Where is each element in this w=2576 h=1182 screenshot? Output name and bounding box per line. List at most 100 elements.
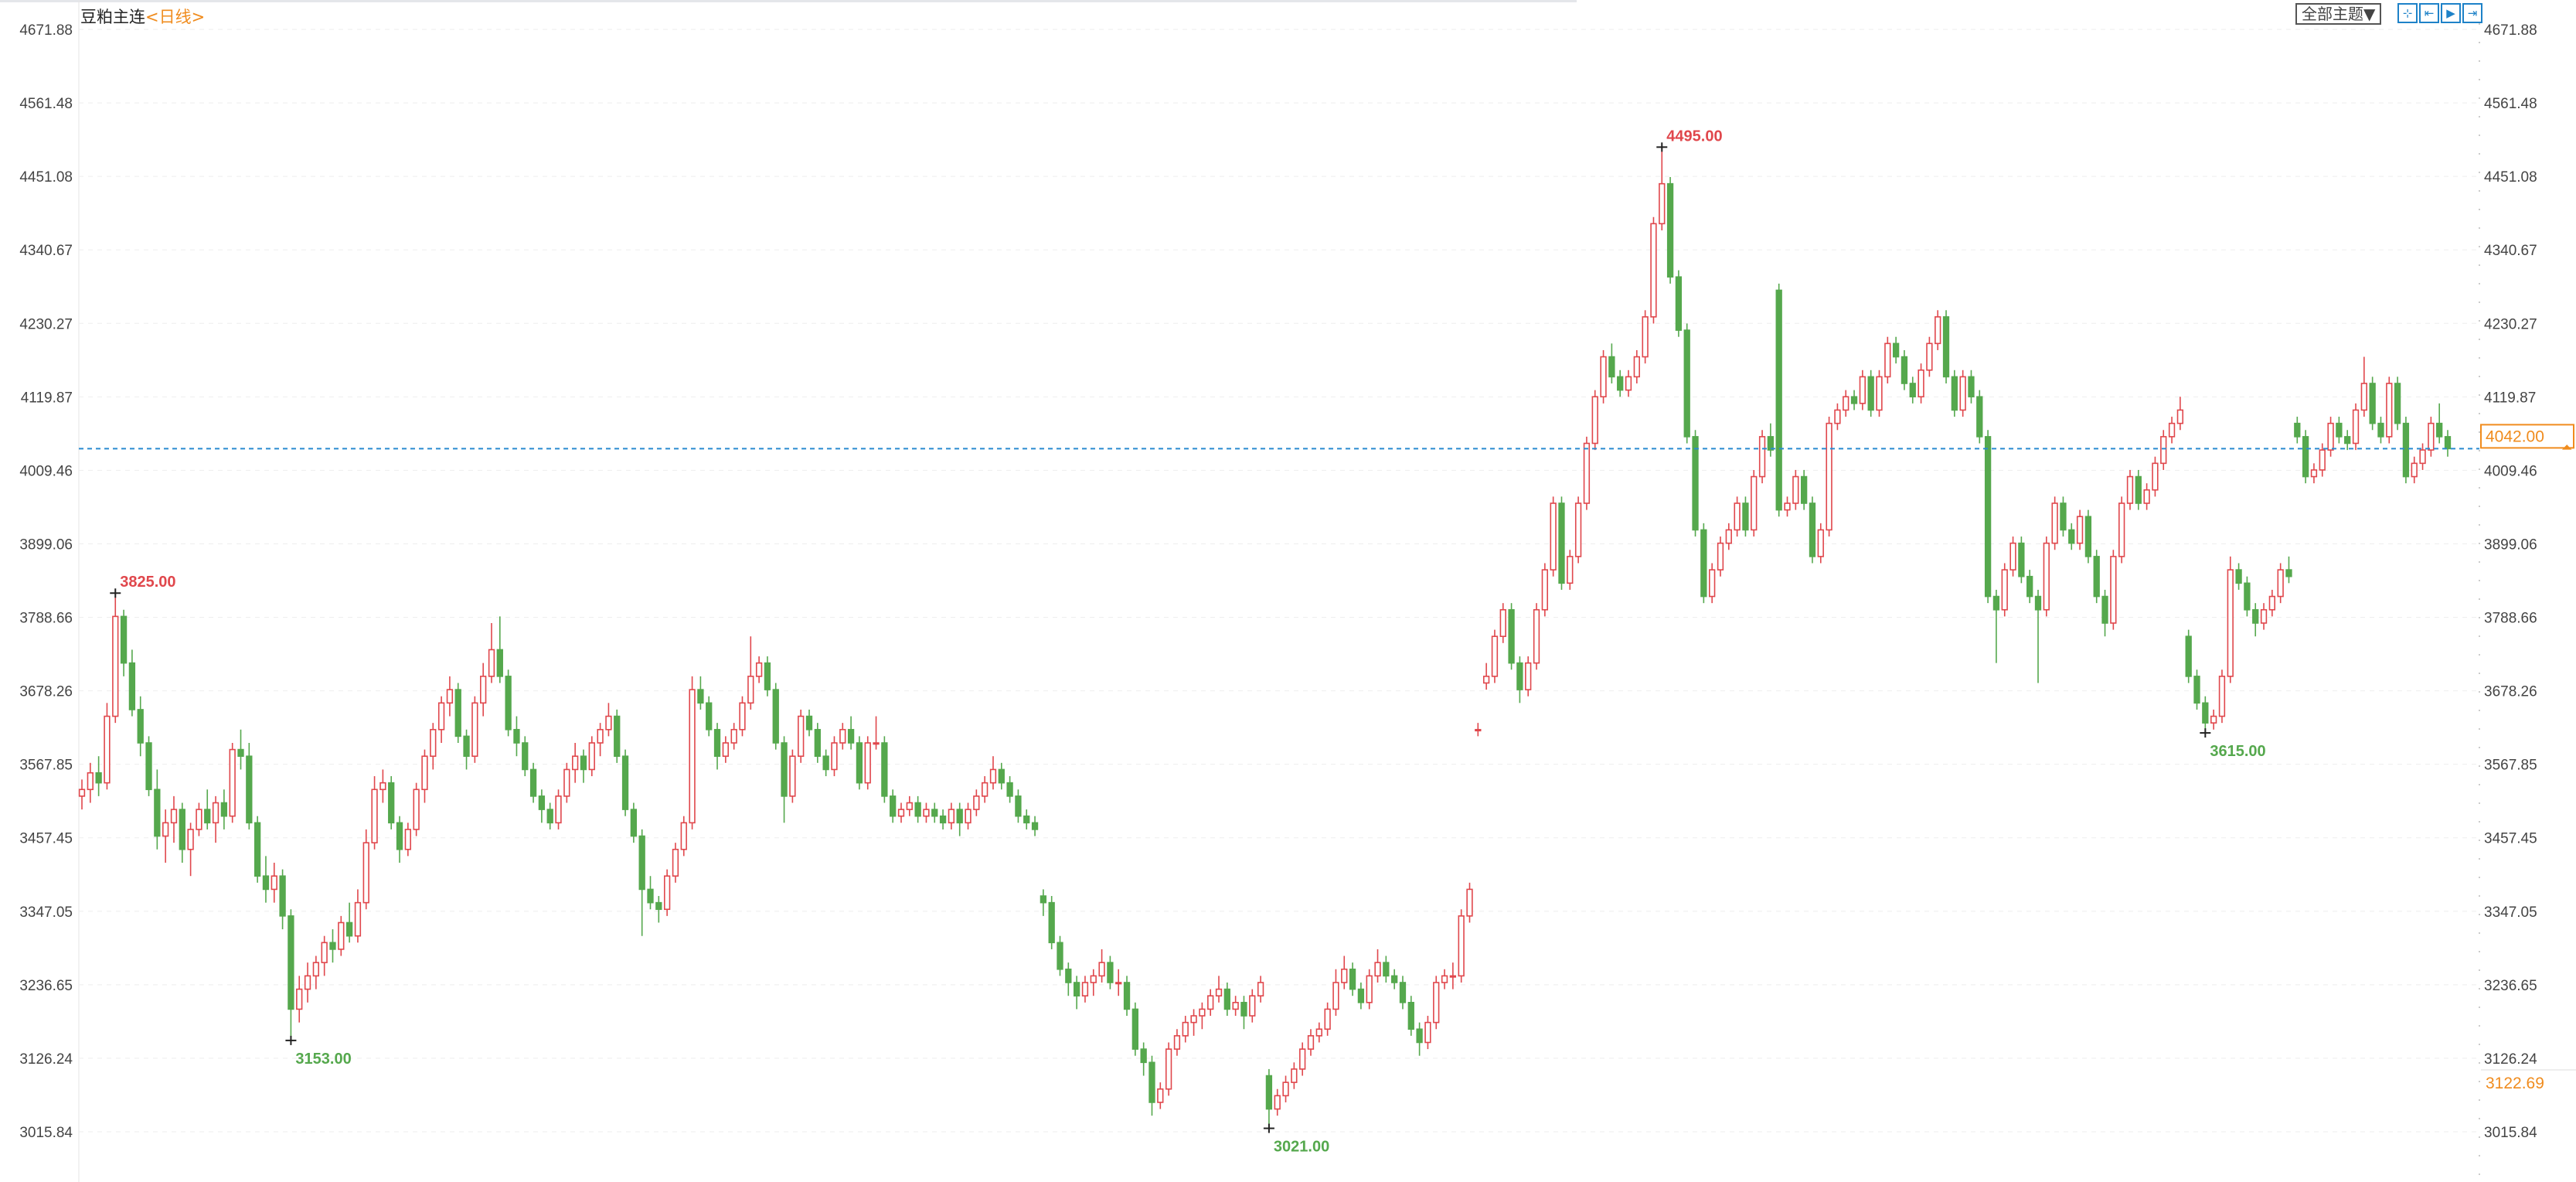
candle-down: [1223, 988, 1230, 1010]
candle-up: [2428, 422, 2435, 451]
candle-down: [1015, 795, 1022, 817]
candle-up: [488, 649, 495, 677]
chart-title: 豆粕主连<日线>: [80, 5, 205, 28]
candle-up: [1843, 396, 1849, 411]
candle-up: [1199, 1008, 1206, 1017]
candle-up: [304, 975, 311, 990]
candle-up: [404, 829, 411, 850]
candle-up: [2386, 383, 2393, 438]
candle-down: [1131, 1008, 1139, 1050]
theme-dropdown-button[interactable]: 全部主题▼: [2295, 3, 2382, 25]
candle-down: [1040, 895, 1047, 904]
candle-down: [1617, 376, 1624, 391]
candle-up: [1784, 502, 1791, 511]
candle-down: [1023, 815, 1030, 824]
candle-down: [204, 809, 211, 824]
low-label: 3153.00: [295, 1051, 351, 1068]
candle-down: [2344, 436, 2351, 445]
candle-up: [1959, 376, 1966, 411]
candle-up: [1466, 888, 1473, 917]
candle-up: [1215, 988, 1223, 996]
y-tick-label-right: 4671.88: [2484, 22, 2537, 39]
candle-up: [2360, 383, 2367, 411]
candle-down: [513, 728, 520, 744]
candle-down: [1140, 1048, 1147, 1064]
candle-down: [956, 809, 963, 824]
candle-down: [1073, 982, 1080, 996]
jump-start-icon[interactable]: ⇤: [2419, 3, 2439, 23]
candle-down: [1399, 982, 1407, 1003]
high-label: 4495.00: [1666, 128, 1722, 145]
candle-up: [2277, 569, 2284, 598]
y-tick-label-right: 3236.65: [2484, 978, 2537, 994]
candle-up: [1173, 1035, 1181, 1050]
y-tick-label-right: 3788.66: [2484, 611, 2537, 627]
play-icon[interactable]: ▶: [2441, 3, 2461, 23]
candle-up: [2227, 569, 2234, 677]
candle-down: [396, 822, 403, 850]
candle-down: [1850, 396, 1858, 404]
candle-up: [1249, 995, 1256, 1017]
candle-down: [95, 772, 102, 784]
candle-down: [1416, 1028, 1423, 1044]
period-label[interactable]: <日线>: [145, 8, 206, 26]
crosshair-icon[interactable]: ⊹: [2397, 3, 2418, 23]
candle-down: [237, 748, 244, 758]
jump-end-icon[interactable]: ⇥: [2462, 3, 2482, 23]
candle-down: [246, 755, 253, 824]
candle-up: [2110, 556, 2117, 624]
candle-up: [689, 689, 696, 824]
candle-up: [321, 942, 328, 963]
candle-up: [2218, 676, 2226, 717]
candle-up: [1625, 376, 1632, 391]
candle-up: [831, 742, 838, 771]
candle-down: [713, 728, 721, 758]
candle-up: [798, 715, 805, 758]
candle-down: [621, 755, 629, 810]
candle-down: [1901, 356, 1908, 384]
candle-up: [2009, 542, 2016, 571]
y-tick-label-right: 4561.48: [2484, 96, 2537, 112]
candle-up: [271, 875, 277, 891]
low-label: 3615.00: [2210, 743, 2265, 760]
candle-down: [1984, 436, 1992, 598]
candle-up: [196, 809, 202, 830]
candle-down: [890, 795, 897, 817]
candle-up: [480, 676, 487, 704]
y-tick-label-left: 3015.84: [19, 1125, 73, 1141]
candle-up: [2176, 409, 2184, 424]
y-tick-label-left: 3567.85: [19, 758, 73, 774]
candle-down: [939, 815, 947, 824]
candle-down: [137, 709, 144, 744]
current-price-label: 4042.00: [2486, 427, 2544, 445]
candle-up: [1458, 915, 1465, 977]
candle-down: [805, 715, 813, 731]
candle-up: [437, 702, 445, 731]
candle-down: [647, 888, 654, 904]
candle-down: [538, 795, 546, 810]
candle-down: [1692, 436, 1699, 531]
candle-up: [789, 755, 796, 797]
candle-up: [906, 802, 913, 810]
candle-up: [923, 809, 930, 817]
candle-up: [2043, 542, 2050, 611]
candle-down: [496, 649, 503, 677]
candle-up: [1525, 662, 1532, 690]
candle-up: [371, 789, 378, 843]
candle-down: [2302, 436, 2309, 478]
candle-down: [1867, 376, 1874, 411]
candle-up: [1207, 995, 1214, 1010]
candle-down: [179, 809, 185, 850]
candle-up: [864, 742, 871, 784]
candle-down: [2294, 422, 2301, 438]
candle-down: [1909, 383, 1916, 398]
candle-up: [1324, 1008, 1331, 1030]
candle-down: [1942, 316, 1950, 378]
y-tick-label-right: 4119.87: [2484, 390, 2536, 406]
candle-down: [2068, 529, 2075, 544]
candle-up: [1499, 608, 1506, 638]
y-tick-label-left: 3788.66: [19, 611, 73, 627]
candle-down: [1683, 329, 1690, 438]
y-tick-label-right: 3347.05: [2484, 904, 2537, 921]
